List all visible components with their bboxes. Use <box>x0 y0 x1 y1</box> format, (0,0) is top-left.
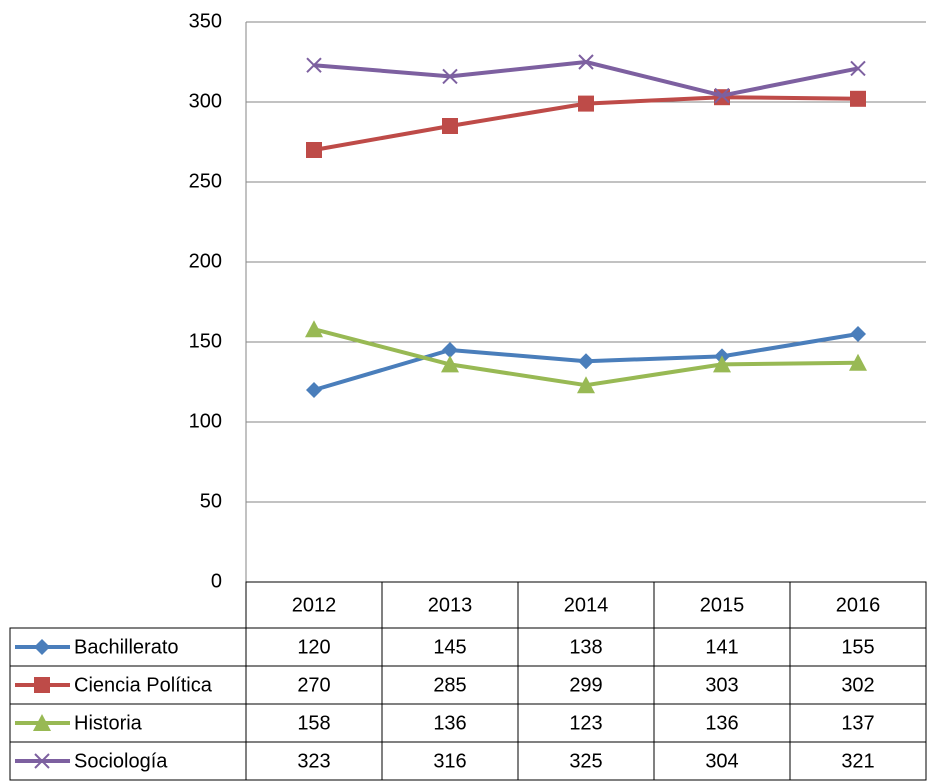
marker <box>306 382 322 398</box>
marker <box>578 95 594 112</box>
marker <box>306 142 322 158</box>
table-cell <box>789 741 927 781</box>
table-value: 299 <box>569 674 602 696</box>
legend-key-marker <box>34 639 50 655</box>
marker <box>850 90 866 107</box>
table-value: 136 <box>433 712 466 734</box>
y-tick-label: 150 <box>189 330 222 352</box>
table-value: 323 <box>297 750 330 772</box>
table-value: 302 <box>841 674 874 696</box>
marker <box>442 118 458 134</box>
marker <box>850 326 866 342</box>
x-tick-label: 2015 <box>700 594 745 616</box>
x-tick-label: 2014 <box>564 594 609 616</box>
marker <box>850 60 866 77</box>
table-value: 120 <box>297 636 330 658</box>
marker <box>442 68 458 85</box>
marker <box>442 342 458 358</box>
table-value: 325 <box>569 750 602 772</box>
legend-label: Ciencia Política <box>74 674 213 696</box>
legend-key-marker <box>34 677 50 693</box>
y-tick-label: 0 <box>211 570 222 592</box>
marker <box>849 353 867 371</box>
table-value: 145 <box>433 636 466 658</box>
y-tick-label: 250 <box>189 170 222 192</box>
table-value: 123 <box>569 712 602 734</box>
marker <box>305 320 323 338</box>
table-value: 141 <box>705 636 738 658</box>
x-tick-label: 2013 <box>428 594 473 616</box>
table-value: 155 <box>841 636 874 658</box>
marker <box>306 57 322 73</box>
table-value: 316 <box>433 750 466 772</box>
series-line <box>313 60 859 98</box>
table-value: 138 <box>569 636 602 658</box>
marker <box>713 355 731 373</box>
y-tick-label: 350 <box>189 10 222 32</box>
table-value: 137 <box>841 712 874 734</box>
y-tick-label: 200 <box>189 250 222 272</box>
table-value: 304 <box>705 750 738 772</box>
table-value: 303 <box>705 674 738 696</box>
marker <box>578 54 594 70</box>
x-tick-label: 2012 <box>292 594 337 616</box>
marker <box>441 355 459 373</box>
y-tick-label: 50 <box>200 490 222 512</box>
legend-label: Historia <box>74 712 143 734</box>
legend-key-marker <box>33 714 51 731</box>
legend-label: Sociología <box>74 750 168 772</box>
table-value: 158 <box>297 712 330 734</box>
table-value: 285 <box>433 674 466 696</box>
x-tick-label: 2016 <box>836 594 881 616</box>
y-tick-label: 300 <box>189 90 222 112</box>
marker <box>714 87 730 104</box>
y-tick-label: 100 <box>189 410 222 432</box>
table-value: 321 <box>841 750 874 772</box>
marker <box>578 353 594 370</box>
legend-label: Bachillerato <box>74 636 179 658</box>
table-value: 136 <box>705 712 738 734</box>
legend-key-marker <box>34 753 50 769</box>
marker <box>577 376 595 394</box>
table-value: 270 <box>297 674 330 696</box>
